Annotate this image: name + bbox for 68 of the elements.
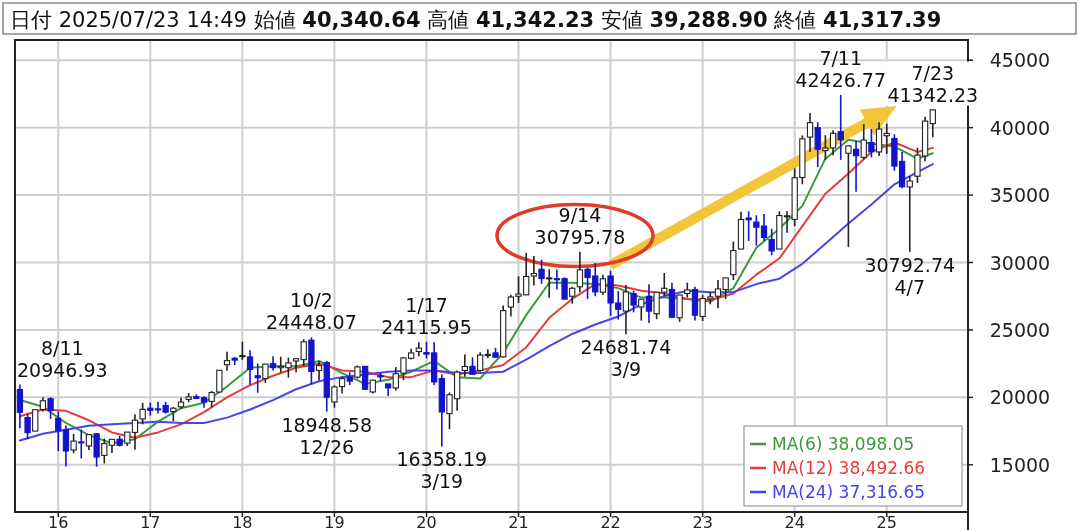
candlestick [24, 412, 31, 440]
annotation: 18948.58 12/26 [281, 413, 373, 458]
candlestick [16, 383, 24, 429]
candlestick [246, 349, 254, 386]
candlestick [645, 283, 653, 324]
candlestick [70, 433, 77, 455]
annotation: 10/2 24448.07 [266, 289, 357, 334]
x-tick-label: 21 [508, 513, 529, 530]
annotation: 8/11 20946.93 [17, 336, 108, 381]
x-tick-label: 25 [876, 513, 897, 530]
x-tick-label: 16 [48, 513, 69, 530]
y-tick-label: 35000 [989, 184, 1051, 207]
x-tick-label: 22 [600, 513, 621, 530]
annotation: 16358.19 3/19 [396, 448, 488, 493]
y-tick-label: 40000 [989, 116, 1051, 139]
chart-title: 日付 2025/07/23 14:49 始値 40,340.64 高値 41,342.23 安値 39,288.90 終値 41,317.39 [10, 8, 942, 32]
annotation: 9/14 30795.78 [534, 203, 626, 248]
candlestick [630, 290, 637, 314]
candlestick [745, 210, 752, 242]
candlestick [768, 228, 775, 257]
candlestick [814, 121, 821, 168]
candlestick [676, 294, 683, 323]
candlestick [361, 365, 369, 391]
y-tick-label: 25000 [989, 318, 1051, 341]
candlestick [837, 94, 844, 161]
candlestick [576, 250, 584, 293]
candlestick [906, 175, 913, 253]
candlestick [538, 258, 545, 285]
x-tick-label: 17 [140, 513, 161, 530]
candlestick [622, 284, 630, 336]
candlestick [929, 108, 936, 139]
y-tick-label: 20000 [989, 386, 1051, 409]
candlestick [845, 144, 852, 248]
candlestick [461, 353, 468, 378]
y-tick-label: 30000 [989, 251, 1051, 274]
candlestick [868, 128, 875, 159]
legend-label: MA(24) 37,316.65 [772, 482, 926, 502]
candlestick [484, 348, 491, 360]
x-tick-label: 24 [784, 513, 805, 530]
candlestick [477, 351, 484, 373]
x-tick-label: 20 [416, 513, 437, 530]
legend-label: MA(6) 38,098.05 [772, 434, 915, 454]
candlestick [32, 408, 39, 433]
candlestick [546, 268, 553, 299]
annotation: 1/17 24115.95 [381, 293, 472, 338]
candlestick [139, 402, 146, 426]
candlestick [530, 255, 538, 287]
candlestick [315, 360, 323, 382]
x-tick-label: 23 [692, 513, 713, 530]
y-tick-label: 15000 [989, 453, 1051, 476]
candlestick [223, 350, 231, 372]
annotation: 24681.74 3/9 [580, 336, 672, 381]
candlestick [262, 363, 269, 384]
x-tick-label: 19 [324, 513, 345, 530]
candlestick [78, 428, 85, 460]
candlestick [254, 362, 261, 394]
candlestick [599, 273, 607, 296]
candlestick [806, 112, 814, 153]
y-tick-label: 45000 [989, 49, 1051, 72]
candlestick [47, 396, 54, 420]
candlestick [239, 340, 246, 361]
annotation: 7/23 41342.23 [887, 61, 979, 106]
candlestick [93, 432, 100, 468]
x-tick-label: 18 [232, 513, 253, 530]
annotation: 30792.74 4/7 [864, 253, 956, 298]
annotation: 7/11 42426.77 [795, 46, 887, 91]
legend-label: MA(12) 38,492.66 [772, 458, 926, 478]
candlestick [860, 123, 867, 161]
